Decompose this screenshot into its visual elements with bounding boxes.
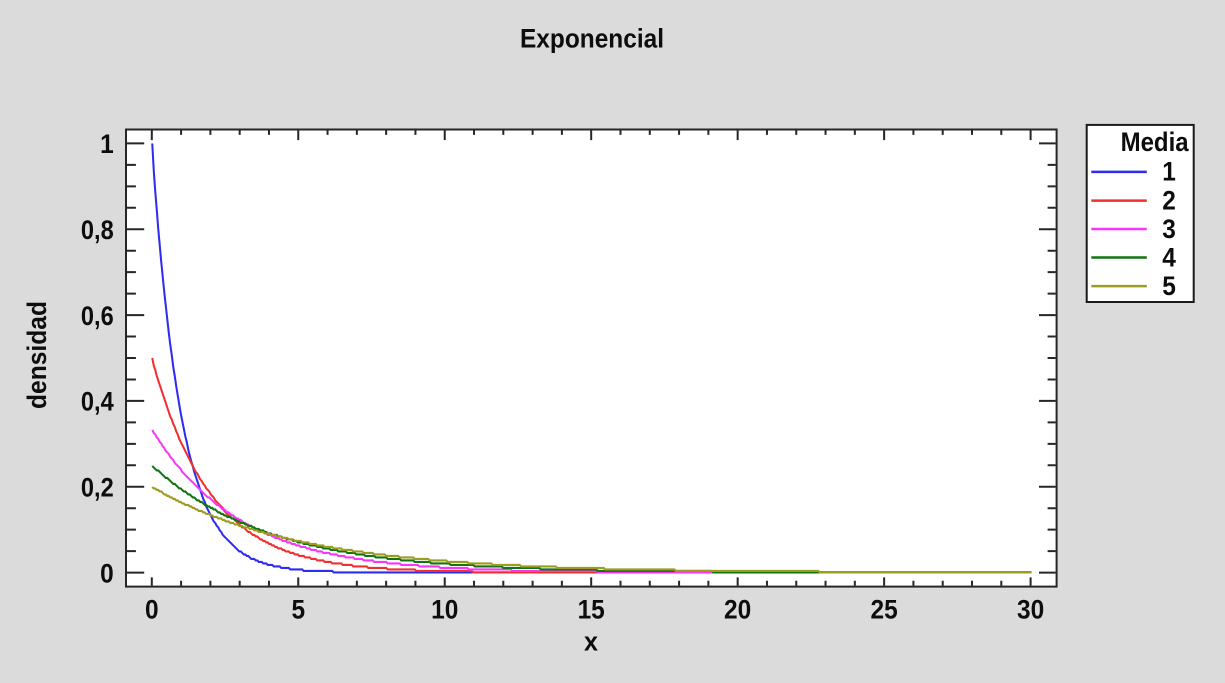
svg-text:1: 1 [100, 129, 114, 159]
svg-text:20: 20 [724, 595, 751, 625]
svg-text:2: 2 [1162, 185, 1176, 215]
svg-text:3: 3 [1162, 214, 1176, 244]
svg-text:5: 5 [1162, 271, 1176, 301]
svg-text:5: 5 [291, 595, 305, 625]
svg-text:30: 30 [1017, 595, 1044, 625]
svg-text:Media: Media [1121, 127, 1190, 157]
svg-text:0,8: 0,8 [81, 215, 114, 245]
svg-text:x: x [584, 627, 598, 657]
svg-text:0,4: 0,4 [81, 387, 114, 417]
svg-text:0: 0 [145, 595, 159, 625]
svg-text:1: 1 [1162, 157, 1176, 187]
svg-text:0,6: 0,6 [81, 301, 114, 331]
svg-text:densidad: densidad [22, 301, 52, 409]
svg-text:10: 10 [431, 595, 458, 625]
svg-text:15: 15 [578, 595, 605, 625]
svg-text:0,2: 0,2 [81, 473, 114, 503]
svg-text:4: 4 [1162, 242, 1176, 272]
svg-text:Exponencial: Exponencial [520, 24, 664, 54]
svg-text:25: 25 [871, 595, 898, 625]
svg-text:0: 0 [100, 558, 114, 588]
